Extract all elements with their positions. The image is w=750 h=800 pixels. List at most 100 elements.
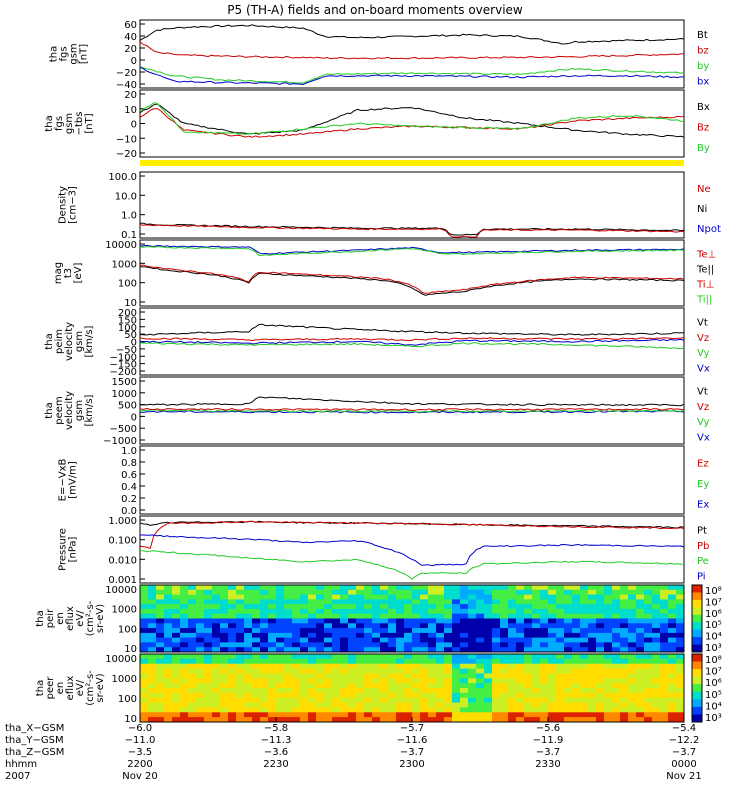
heatmap-cell [436,608,445,615]
heatmap-cell [644,654,653,660]
heatmap-cell [220,673,229,679]
heatmap-cell [412,673,421,679]
heatmap-cell [204,692,213,699]
heatmap-cell [636,604,645,610]
series-By [139,102,685,136]
heatmap-cell [620,604,629,610]
heatmap-cell [364,717,373,723]
heatmap-cell [444,654,453,660]
heatmap-cell [492,623,501,629]
heatmap-cell [476,697,485,704]
heatmap-cell [212,692,221,699]
heatmap-cell [628,599,637,605]
heatmap-cell [348,663,357,670]
series-Bt [139,24,685,45]
heatmap-cell [164,637,173,643]
heatmap-cell [556,585,565,591]
x-tick-label: −12.2 [669,735,700,746]
y-axis-label: tha [44,333,55,349]
heatmap-cell [460,678,469,684]
heatmap-cell [364,692,373,699]
heatmap-cell [228,668,237,674]
panel-frame [139,239,685,307]
heatmap-cell [388,683,397,689]
y-axis-label: sr-eV) [95,673,106,702]
heatmap-cell [492,618,501,624]
heatmap-cell [444,683,453,689]
heatmap-cell [204,608,213,615]
heatmap-cell [604,628,613,634]
heatmap-cell [580,599,589,605]
y-axis-label: gsm [64,113,75,134]
heatmap-cell [580,683,589,689]
heatmap-cell [172,637,181,643]
heatmap-cell [540,599,549,605]
heatmap-cell [540,678,549,684]
heatmap-cell [284,688,293,694]
heatmap-cell [372,712,381,718]
heatmap-cell [604,608,613,615]
heatmap-cell [148,618,157,624]
y-axis-label: eV/ [75,679,86,696]
heatmap-cell [236,604,245,610]
heatmap-cell [340,642,349,648]
heatmap-cell [508,678,517,684]
legend-entry: Vt [697,318,708,329]
heatmap-cell [196,683,205,689]
heatmap-cell [420,683,429,689]
heatmap-cell [444,647,453,653]
heatmap-cell [620,618,629,624]
heatmap-cell [412,697,421,704]
heatmap-cell [276,628,285,634]
heatmap-cell [612,712,621,718]
heatmap-cell [148,613,157,619]
heatmap-cell [364,683,373,689]
heatmap-cell [676,637,685,643]
heatmap-cell [164,654,173,660]
heatmap-cell [540,692,549,699]
heatmap-cell [260,618,269,624]
heatmap-cell [420,712,429,718]
heatmap-cell [612,608,621,615]
heatmap-cell [404,697,413,704]
heatmap-cell [220,668,229,674]
heatmap-cell [580,673,589,679]
heatmap-cell [356,623,365,629]
heatmap-cell [580,613,589,619]
heatmap-cell [508,608,517,615]
heatmap-cell [372,632,381,639]
heatmap-cell [252,717,261,723]
heatmap-cell [236,654,245,660]
heatmap-cell [612,688,621,694]
heatmap-cell [428,585,437,591]
heatmap-cell [180,688,189,694]
heatmap-cell [292,618,301,624]
heatmap-cell [244,618,253,624]
heatmap-cell [236,628,245,634]
heatmap-cell [548,688,557,694]
heatmap-cell [316,668,325,674]
heatmap-cell [252,647,261,653]
heatmap-cell [308,647,317,653]
heatmap-cell [268,673,277,679]
heatmap-cell [404,717,413,723]
heatmap-cell [492,707,501,713]
heatmap-cell [196,585,205,591]
y-axis-label: [eV] [73,263,84,284]
heatmap-cell [284,668,293,674]
heatmap-cell [196,712,205,718]
heatmap-cell [172,618,181,624]
heatmap-cell [284,594,293,600]
panel-pressure: Pressure [nPa]1.0000.1000.0100.001PtPbPeP… [58,515,709,586]
heatmap-cell [276,654,285,660]
heatmap-cell [220,688,229,694]
heatmap-cell [492,658,501,665]
heatmap-cell [508,628,517,634]
heatmap-cell [668,594,677,600]
heatmap-cell [628,585,637,591]
heatmap-cell [148,623,157,629]
heatmap-cell [348,608,357,615]
heatmap-cell [332,647,341,653]
heatmap-cell [252,589,261,596]
